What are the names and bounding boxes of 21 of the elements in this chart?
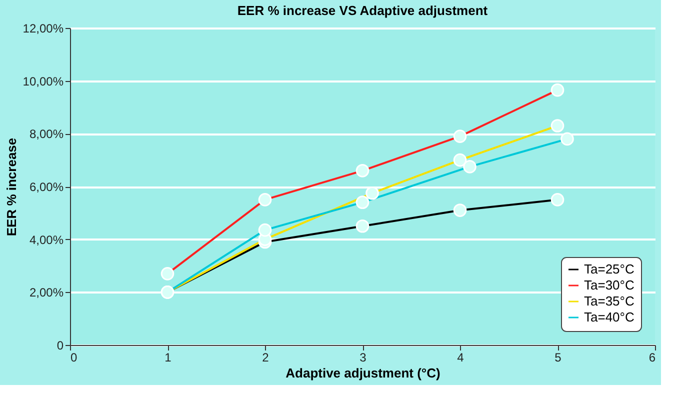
y-tick-label: 4,00% bbox=[29, 232, 64, 247]
y-tick-label: 8,00% bbox=[29, 127, 64, 142]
x-tick-label: 4 bbox=[457, 350, 464, 364]
legend-label: Ta=25°C bbox=[584, 262, 634, 276]
y-tick-label: 2,00% bbox=[29, 286, 64, 300]
legend-label: Ta=40°C bbox=[584, 310, 634, 324]
x-tick-label: 2 bbox=[262, 350, 270, 364]
y-tick-label: 12,00% bbox=[22, 22, 64, 36]
x-tick-label: 5 bbox=[554, 350, 562, 364]
legend-label: Ta=30°C bbox=[584, 278, 634, 292]
y-axis-title: EER % increase bbox=[4, 138, 19, 236]
x-tick-label: 0 bbox=[70, 350, 78, 364]
y-tick-label: 0 bbox=[56, 338, 64, 352]
x-tick-label: 1 bbox=[164, 350, 172, 364]
x-tick-label: 6 bbox=[648, 350, 656, 364]
x-axis-title: Adaptive adjustment (°C) bbox=[286, 366, 440, 380]
legend-label: Ta=35°C bbox=[584, 294, 634, 308]
y-tick-label: 6,00% bbox=[29, 180, 64, 194]
chart-title: EER % increase VS Adaptive adjustment bbox=[237, 3, 488, 18]
y-tick-label: 10,00% bbox=[22, 74, 64, 88]
x-tick-label: 3 bbox=[360, 350, 367, 364]
